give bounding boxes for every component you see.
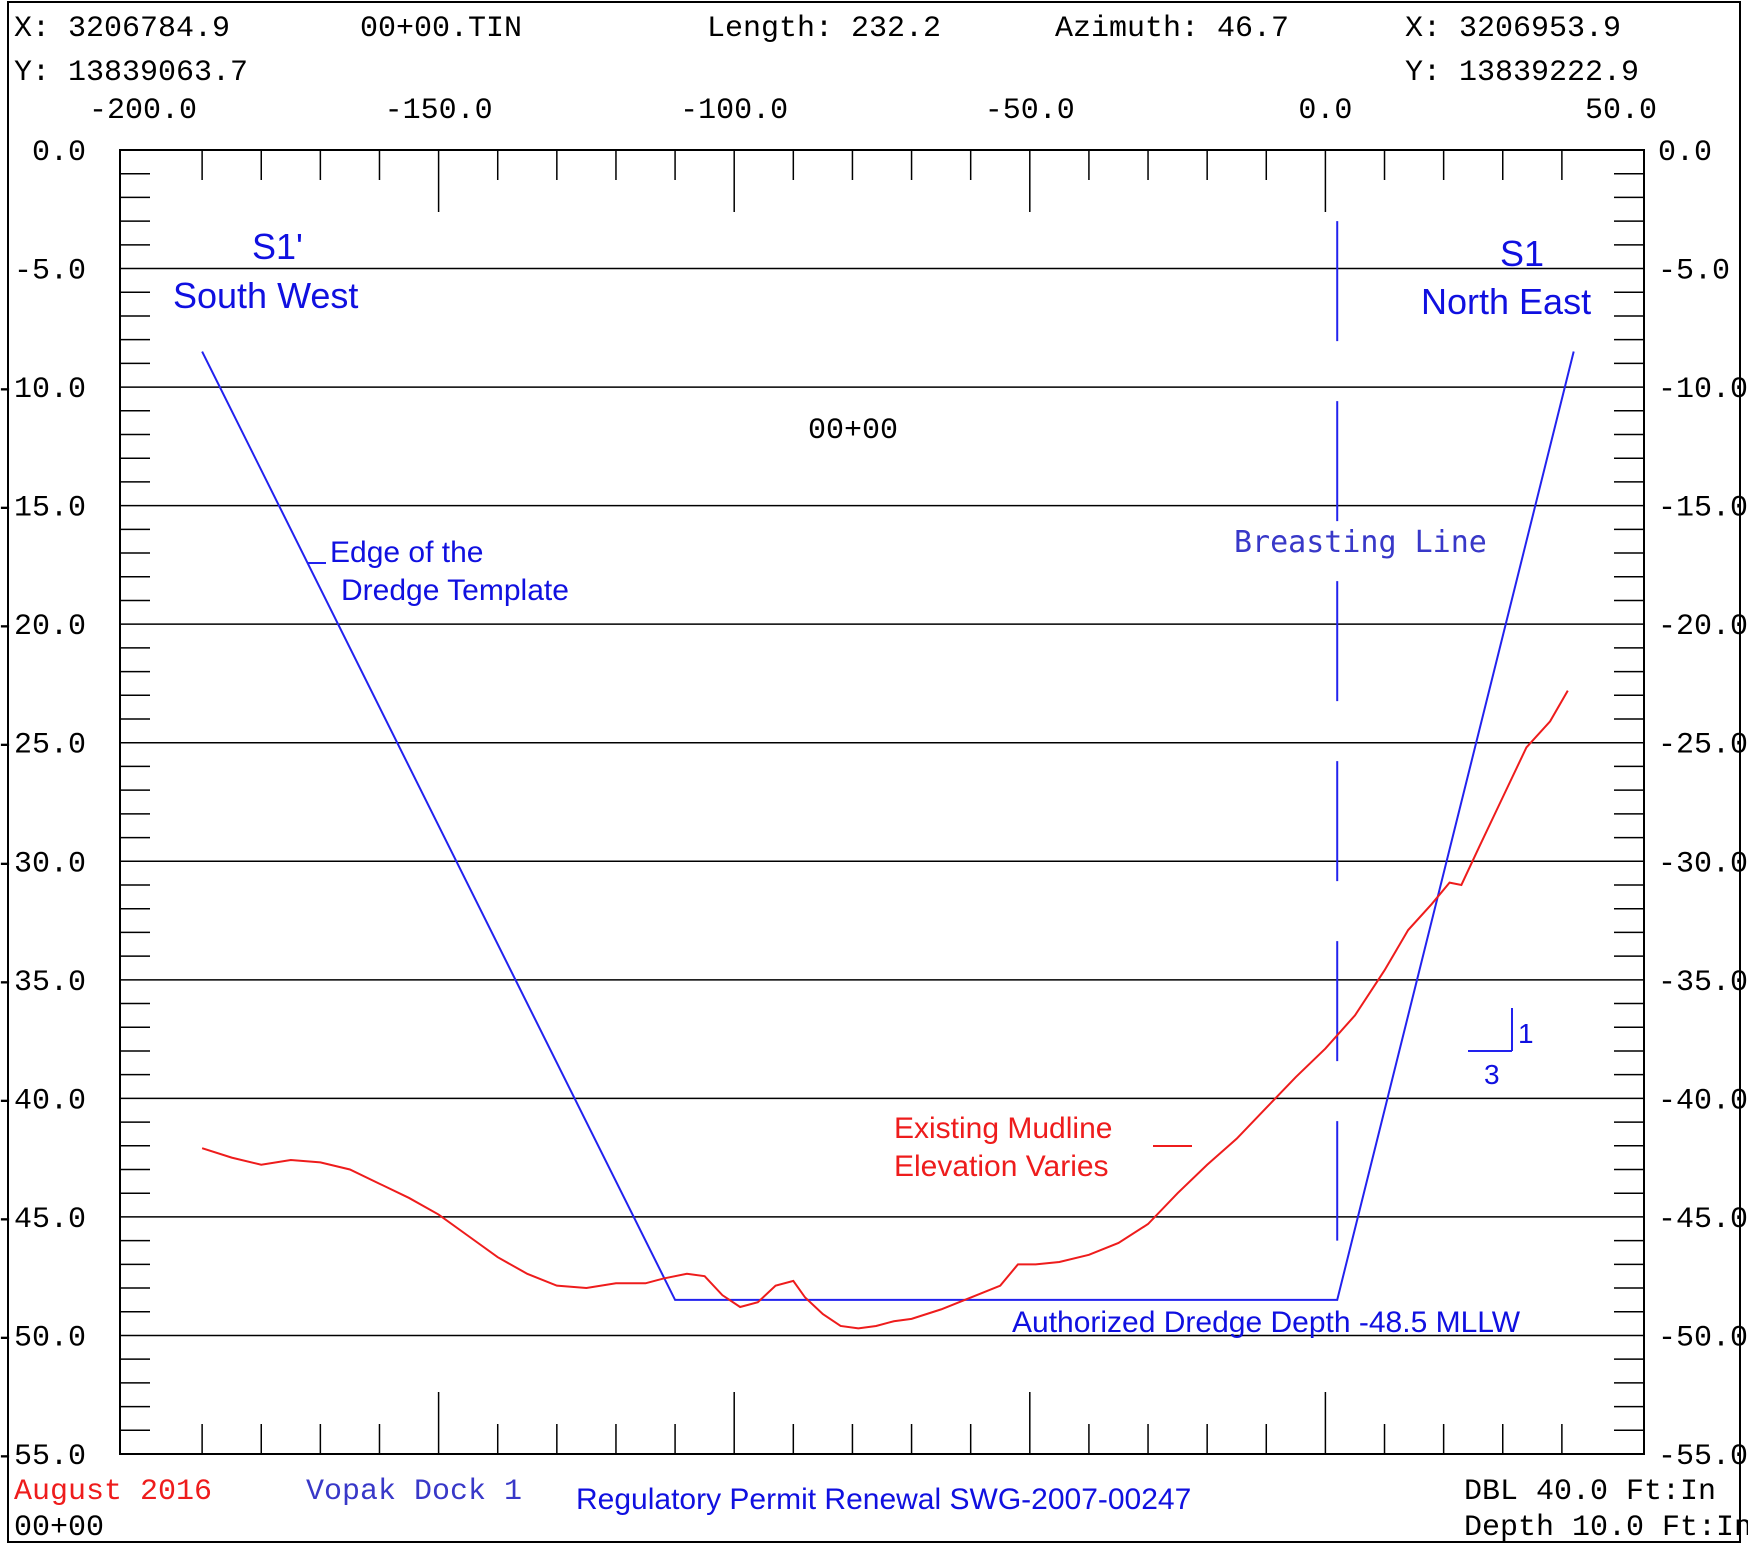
- south-west-label: South West: [173, 275, 358, 316]
- authorized-depth-label: Authorized Dredge Depth -48.5 MLLW: [1012, 1306, 1521, 1339]
- elevation-axis-right: 0.0 -5.0 -10.0 -15.0 -20.0 -25.0 -30.0 -35.0 -40…: [1658, 136, 1748, 1474]
- elevation-tick-label: -25.0: [1658, 729, 1748, 763]
- station-label: 00+00: [808, 414, 898, 448]
- elevation-tick-label: -5.0: [1658, 255, 1730, 289]
- surface-file-name: 00+00.TIN: [360, 12, 522, 46]
- slope-vertical-value: 1: [1518, 1018, 1534, 1049]
- elevation-tick-label: -35.0: [1658, 966, 1748, 1000]
- elevation-tick-label: -15.0: [1658, 492, 1748, 526]
- elevation-tick-label: -40.0: [0, 1084, 86, 1118]
- start-x-coordinate: X: 3206784.9: [14, 12, 230, 46]
- elevation-axis-left: 0.0 -5.0 -10.0 -15.0 -20.0 -25.0 -30.0 -35.0 -40…: [0, 136, 86, 1474]
- section-length: Length: 232.2: [707, 12, 941, 46]
- permit-title: Regulatory Permit Renewal SWG-2007-00247: [576, 1483, 1191, 1516]
- start-y-coordinate: Y: 13839063.7: [14, 56, 248, 90]
- elevation-tick-label: -30.0: [0, 847, 86, 881]
- end-y-coordinate: Y: 13839222.9: [1405, 56, 1639, 90]
- offset-tick-label: -50.0: [985, 94, 1075, 128]
- offset-tick-label: -100.0: [680, 94, 788, 128]
- elevation-tick-label: -55.0: [1658, 1440, 1748, 1474]
- plot-frame: [119, 149, 1645, 1455]
- depth-scale: Depth 10.0 Ft:In: [1464, 1511, 1748, 1545]
- offset-axis-ticks: -200.0 -150.0 -100.0 -50.0 0.0 50.0: [89, 94, 1657, 1454]
- elevation-tick-label: -40.0: [1658, 1084, 1748, 1118]
- elevation-tick-label: -45.0: [0, 1203, 86, 1237]
- offset-tick-label: -150.0: [385, 94, 493, 128]
- footer-station: 00+00: [14, 1511, 104, 1545]
- survey-date: August 2016: [14, 1475, 212, 1509]
- end-x-coordinate: X: 3206953.9: [1405, 12, 1621, 46]
- dredge-template-line: [201, 351, 1575, 1301]
- dock-name: Vopak Dock 1: [306, 1475, 522, 1509]
- edge-label-line2: Dredge Template: [341, 574, 569, 607]
- edge-tick-marks: [120, 149, 1644, 1455]
- elevation-grid-lines: [120, 267, 1644, 1337]
- sheet-border: [7, 1, 1741, 1543]
- slope-horizontal-value: 3: [1484, 1059, 1500, 1090]
- elevation-tick-label: -35.0: [0, 966, 86, 1000]
- section-azimuth: Azimuth: 46.7: [1055, 12, 1289, 46]
- elevation-tick-label: -10.0: [0, 373, 86, 407]
- elevation-tick-label: -45.0: [1658, 1203, 1748, 1237]
- elevation-tick-label: -50.0: [0, 1321, 86, 1355]
- north-east-label: North East: [1421, 281, 1591, 322]
- existing-mudline: [201, 690, 1569, 1330]
- s1-label: S1: [1500, 233, 1544, 274]
- edge-label-line1: Edge of the: [330, 536, 483, 569]
- dbl-scale: DBL 40.0 Ft:In: [1464, 1475, 1716, 1509]
- offset-tick-label: 50.0: [1585, 94, 1657, 128]
- elevation-tick-label: 0.0: [32, 136, 86, 170]
- elevation-tick-label: -50.0: [1658, 1321, 1748, 1355]
- elevation-tick-label: -10.0: [1658, 373, 1748, 407]
- mudline-label-line2: Elevation Varies: [894, 1150, 1109, 1183]
- elevation-tick-label: -5.0: [14, 255, 86, 289]
- elevation-tick-label: -20.0: [0, 610, 86, 644]
- offset-tick-label: -200.0: [89, 94, 197, 128]
- elevation-tick-label: -25.0: [0, 729, 86, 763]
- elevation-tick-label: -15.0: [0, 492, 86, 526]
- breasting-line-label: Breasting Line: [1234, 525, 1487, 560]
- mudline-label-line1: Existing Mudline: [894, 1112, 1112, 1145]
- elevation-tick-label: -55.0: [0, 1440, 86, 1474]
- s1-prime-label: S1': [252, 226, 303, 267]
- elevation-tick-label: -30.0: [1658, 847, 1748, 881]
- offset-tick-label: 0.0: [1298, 94, 1352, 128]
- elevation-tick-label: -20.0: [1658, 610, 1748, 644]
- elevation-tick-label: 0.0: [1658, 136, 1712, 170]
